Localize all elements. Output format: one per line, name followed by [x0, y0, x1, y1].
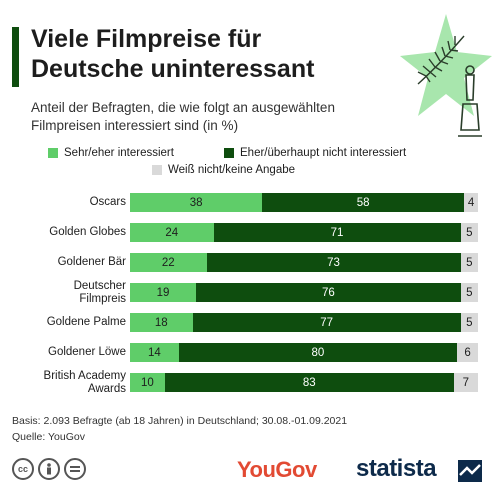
category-label-line: Golden Globes [49, 226, 126, 238]
category-label: Oscars [6, 196, 126, 209]
star-shape [400, 14, 492, 116]
legend-swatch-not-interested [224, 148, 234, 158]
bar-no-answer: 5 [460, 223, 478, 242]
data-label: 24 [165, 226, 179, 239]
legend-swatch-interested [48, 148, 58, 158]
title-accent-bar [12, 27, 19, 87]
equals-icon[interactable] [64, 458, 86, 480]
category-label-line: Awards [87, 382, 126, 395]
bar-not-interested: 83 [164, 373, 454, 392]
category-label: Goldener Bär [6, 256, 126, 269]
bar-no-answer: 6 [457, 343, 478, 362]
data-label: 5 [466, 286, 473, 299]
data-label: 22 [161, 256, 175, 269]
data-label: 58 [356, 196, 370, 209]
data-label: 38 [189, 196, 203, 209]
bar-interested: 38 [130, 193, 263, 212]
data-label: 5 [466, 256, 473, 269]
bar-interested: 19 [130, 283, 197, 302]
category-label-line: Goldener Bär [57, 256, 126, 268]
license-icons: cc [12, 458, 86, 480]
data-label: 18 [154, 316, 168, 329]
statista-logo[interactable]: statista [356, 455, 437, 482]
bar-not-interested: 80 [178, 343, 458, 362]
data-label: 80 [311, 346, 325, 359]
category-label: Goldener Löwe [6, 346, 126, 359]
legend-swatch-no-answer [152, 165, 162, 175]
legend-item-not-interested: Eher/überhaupt nicht interessiert [224, 147, 406, 159]
legend-label-not-interested: Eher/überhaupt nicht interessiert [240, 147, 407, 159]
data-label: 14 [147, 346, 161, 359]
category-label: Deutscher Filmpreis [6, 280, 126, 306]
data-label: 77 [320, 316, 333, 329]
bar-no-answer: 7 [453, 373, 478, 392]
statista-mark-icon [458, 460, 482, 482]
data-label: 5 [466, 316, 473, 329]
data-label: 19 [156, 286, 170, 299]
palm-branch-icon [417, 35, 465, 85]
bar-interested: 14 [130, 343, 179, 362]
chart-title-line-2: Deutsche uninteressant [31, 55, 315, 83]
bar-interested: 24 [130, 223, 214, 242]
category-label: Goldene Palme [6, 316, 126, 329]
bar-no-answer: 4 [464, 193, 478, 212]
footnote-basis: Basis: 2.093 Befragte (ab 18 Jahren) in … [12, 415, 348, 427]
oscar-statue-icon [458, 65, 482, 137]
category-label-line: Oscars [89, 196, 126, 208]
chart-subtitle: Anteil der Befragten, die wie folgt an a… [31, 100, 335, 133]
bar-no-answer: 5 [460, 253, 478, 272]
data-label: 5 [466, 226, 473, 239]
data-label: 4 [467, 196, 475, 209]
legend-item-interested: Sehr/eher interessiert [48, 147, 174, 159]
bar-interested: 18 [130, 313, 193, 332]
chart-title-line-1: Viele Filmpreise für [31, 25, 262, 53]
category-label-line: Goldener Löwe [48, 346, 126, 358]
bar-not-interested: 76 [196, 283, 461, 302]
cc-icon[interactable]: cc [12, 458, 34, 480]
category-label-line: Deutscher [73, 279, 126, 292]
category-label-line: Goldene Palme [46, 316, 126, 328]
data-label: 71 [330, 226, 344, 239]
data-label: 76 [321, 286, 335, 299]
category-label: Golden Globes [6, 226, 126, 239]
footnote-source: Quelle: YouGov [12, 431, 85, 443]
category-label-line: Filmpreis [79, 292, 126, 305]
bar-not-interested: 71 [213, 223, 461, 242]
data-label: 73 [327, 256, 340, 269]
data-label: 6 [464, 346, 471, 359]
data-label: 10 [141, 376, 154, 389]
data-label: 7 [462, 376, 469, 389]
bar-not-interested: 58 [262, 193, 465, 212]
bar-no-answer: 5 [460, 283, 478, 302]
oscar-star-decoration [400, 14, 492, 137]
by-person-icon[interactable] [38, 458, 60, 480]
bar-interested: 10 [130, 373, 165, 392]
yougov-logo[interactable]: YouGov [237, 457, 317, 482]
bar-no-answer: 5 [460, 313, 478, 332]
category-label: British Academy Awards [6, 370, 126, 396]
chart-title: Viele Filmpreise für Deutsche uninteress… [31, 24, 314, 84]
bar-not-interested: 77 [192, 313, 461, 332]
legend-label-no-answer: Weiß nicht/keine Angabe [168, 164, 296, 176]
legend-label-interested: Sehr/eher interessiert [64, 147, 174, 159]
bar-not-interested: 73 [206, 253, 461, 272]
legend-item-no-answer: Weiß nicht/keine Angabe [152, 164, 295, 176]
category-label-line: British Academy [43, 369, 126, 382]
data-label: 83 [302, 376, 316, 389]
bar-interested: 22 [130, 253, 207, 272]
